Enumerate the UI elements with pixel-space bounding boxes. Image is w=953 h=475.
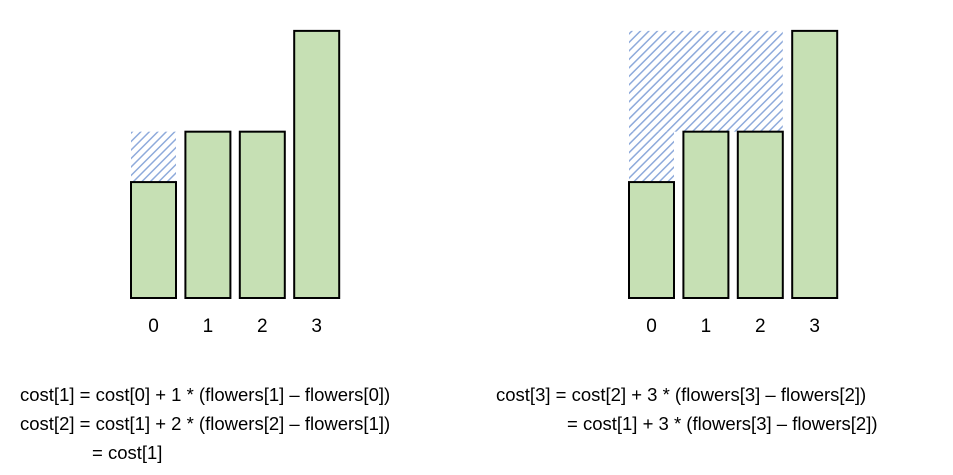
- bar-index-label: 0: [148, 316, 159, 337]
- bar-index-label: 1: [203, 316, 214, 337]
- formula-cost3: cost[3] = cost[2] + 3 * (flowers[3] – fl…: [496, 384, 867, 405]
- bar: [130, 181, 177, 299]
- right-panel: 0 1 2 3: [628, 29, 839, 337]
- bar: [238, 130, 286, 299]
- bar-index-label: 0: [646, 316, 657, 337]
- bar-index-label: 3: [809, 316, 820, 337]
- bar: [628, 181, 675, 299]
- formula-cost2-simplified: = cost[1]: [92, 442, 163, 463]
- left-panel: 0 1 2 3: [130, 29, 341, 337]
- hatch-band: [629, 30, 783, 132]
- bar: [791, 29, 839, 299]
- hatch-fill: [629, 131, 674, 183]
- formula-cost2: cost[2] = cost[1] + 2 * (flowers[2] – fl…: [20, 413, 391, 434]
- bar-index-label: 3: [311, 316, 322, 337]
- bar: [682, 130, 730, 299]
- bar: [184, 130, 232, 299]
- bar-index-label: 2: [257, 316, 268, 337]
- formula-cost1: cost[1] = cost[0] + 1 * (flowers[1] – fl…: [20, 384, 391, 405]
- bar-index-label: 1: [701, 316, 712, 337]
- bar-index-label: 2: [755, 316, 766, 337]
- formula-cost3-simplified: = cost[1] + 3 * (flowers[3] – flowers[2]…: [567, 413, 878, 434]
- hatch-fill: [131, 131, 176, 183]
- bar: [293, 29, 341, 299]
- bar: [736, 130, 784, 299]
